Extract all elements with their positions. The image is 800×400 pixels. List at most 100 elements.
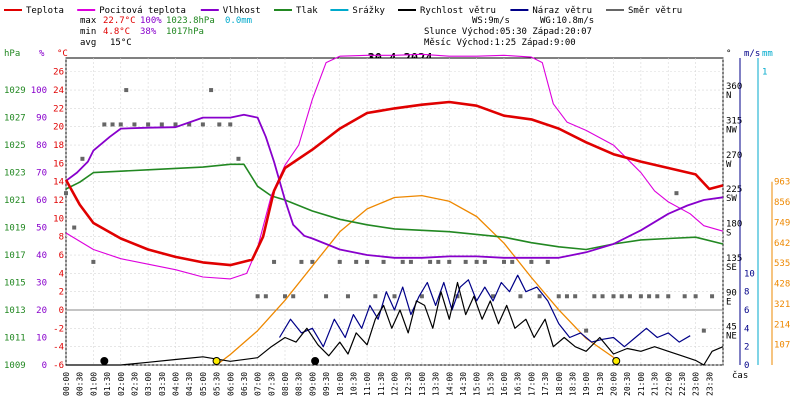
tick-hpa: 1011 bbox=[4, 334, 26, 344]
direction-point bbox=[647, 294, 652, 299]
tick-time: 21:30 bbox=[651, 372, 660, 396]
tick-time: 06:30 bbox=[240, 372, 249, 396]
stat-avg-temp: 15°C bbox=[110, 38, 132, 48]
direction-point bbox=[482, 259, 487, 264]
tick-time: 10:00 bbox=[336, 372, 345, 396]
direction-point bbox=[400, 259, 405, 264]
legend-label: Teplota bbox=[26, 6, 64, 16]
direction-point bbox=[345, 294, 350, 299]
tick-dir: 180 bbox=[726, 220, 742, 230]
stats-block: max 22.7°C 100% 1023.8hPa 0.0mm min 4.8°… bbox=[80, 16, 594, 48]
direction-point bbox=[337, 259, 342, 264]
tick-c: 10 bbox=[53, 214, 64, 224]
axis-label-c: °C bbox=[57, 49, 68, 59]
tick-dir-name: SW bbox=[726, 194, 737, 204]
stat-min-press: 1017hPa bbox=[166, 27, 204, 37]
direction-point bbox=[236, 156, 241, 161]
tick-solar: 963 bbox=[774, 178, 790, 188]
legend-label: Vlhkost bbox=[223, 6, 261, 16]
tick-time: 22:00 bbox=[664, 372, 673, 396]
legend-label: Směr větru bbox=[628, 6, 682, 16]
tick-dir: 90 bbox=[726, 288, 737, 298]
tick-time: 23:30 bbox=[705, 372, 714, 396]
direction-point bbox=[502, 259, 506, 264]
tick-solar: 749 bbox=[774, 218, 790, 228]
direction-point bbox=[283, 294, 287, 299]
tick-time: 01:00 bbox=[89, 372, 98, 396]
tick-solar: 107 bbox=[774, 341, 790, 351]
tick-hpa: 1015 bbox=[4, 279, 26, 289]
direction-point bbox=[682, 294, 687, 299]
tick-pct: 50 bbox=[36, 224, 47, 234]
stat-ws: WS:9m/s bbox=[472, 16, 510, 26]
tick-time: 14:30 bbox=[459, 372, 468, 396]
series-temperature bbox=[64, 100, 724, 267]
stat-max-label: max bbox=[80, 16, 97, 26]
tick-pct: 60 bbox=[36, 196, 47, 206]
stat-max-hum: 100% bbox=[140, 16, 162, 26]
axes: 1029102710251023102110191017101510131011… bbox=[4, 58, 790, 396]
direction-point bbox=[518, 294, 523, 299]
tick-c: 8 bbox=[59, 233, 64, 243]
legend-label: Rychlost větru bbox=[420, 6, 496, 16]
tick-time: 12:30 bbox=[404, 372, 413, 396]
direction-point bbox=[310, 259, 315, 264]
direction-point bbox=[545, 259, 550, 264]
axis-label-pct: % bbox=[39, 49, 45, 59]
moon-marker bbox=[100, 357, 109, 365]
series-wind bbox=[66, 281, 724, 366]
tick-dir-name: N bbox=[726, 91, 731, 101]
tick-pct: 100 bbox=[31, 86, 47, 96]
tick-c: 20 bbox=[53, 123, 64, 133]
sun-marker bbox=[612, 357, 621, 365]
legend-label: Pocitová teplota bbox=[99, 6, 186, 16]
tick-time: 05:30 bbox=[213, 372, 222, 396]
tick-c: 2 bbox=[59, 288, 64, 298]
direction-point bbox=[291, 294, 296, 299]
direction-point bbox=[600, 294, 605, 299]
tick-pct: 10 bbox=[36, 334, 47, 344]
direction-point bbox=[611, 294, 616, 299]
tick-ms: 0 bbox=[744, 361, 749, 371]
direction-point bbox=[529, 259, 534, 264]
direction-point bbox=[187, 122, 192, 127]
direction-point bbox=[102, 122, 107, 127]
tick-time: 03:00 bbox=[144, 372, 153, 396]
tick-time: 01:30 bbox=[103, 372, 112, 396]
direction-point bbox=[474, 259, 479, 264]
tick-pct: 70 bbox=[36, 169, 47, 179]
sun-marker bbox=[212, 357, 221, 365]
tick-time: 09:30 bbox=[322, 372, 331, 396]
tick-c: 26 bbox=[53, 68, 64, 78]
stat-max-rain: 0.0mm bbox=[225, 16, 252, 26]
tick-hpa: 1025 bbox=[4, 141, 26, 151]
tick-time: 00:30 bbox=[76, 372, 85, 396]
tick-hpa: 1021 bbox=[4, 196, 26, 206]
tick-time: 13:30 bbox=[432, 372, 441, 396]
direction-point bbox=[217, 122, 222, 127]
tick-time: 22:30 bbox=[678, 372, 687, 396]
stat-max-press: 1023.8hPa bbox=[166, 16, 215, 26]
direction-point bbox=[408, 259, 413, 264]
tick-time: 03:30 bbox=[158, 372, 167, 396]
tick-time: 04:30 bbox=[185, 372, 194, 396]
tick-dir: 360 bbox=[726, 82, 742, 92]
legend-label: Tlak bbox=[296, 6, 318, 16]
tick-c: 18 bbox=[53, 141, 64, 151]
tick-hpa: 1009 bbox=[4, 361, 26, 371]
tick-time: 16:30 bbox=[514, 372, 523, 396]
direction-point bbox=[64, 191, 68, 196]
tick-pct: 20 bbox=[36, 306, 47, 316]
tick-time: 16:00 bbox=[500, 372, 509, 396]
tick-c: -6 bbox=[53, 361, 64, 371]
direction-point bbox=[255, 294, 260, 299]
direction-point bbox=[272, 259, 277, 264]
tick-dir: 225 bbox=[726, 185, 742, 195]
tick-time: 14:00 bbox=[445, 372, 454, 396]
direction-point bbox=[627, 294, 632, 299]
plot-area bbox=[64, 53, 724, 366]
tick-c: 24 bbox=[53, 86, 64, 96]
direction-point bbox=[556, 294, 561, 299]
direction-point bbox=[365, 259, 370, 264]
tick-pct: 80 bbox=[36, 141, 47, 151]
